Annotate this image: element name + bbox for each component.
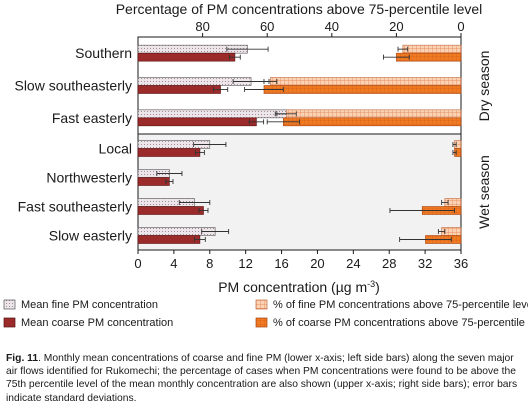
errorbar-mean-coarse xyxy=(248,119,265,125)
bottom-tick-label: 32 xyxy=(418,256,432,271)
category-label: Southern xyxy=(75,45,132,61)
top-tick-label: 40 xyxy=(325,19,339,34)
top-tick-label: 0 xyxy=(457,19,464,34)
bottom-axis-ticks: 0 4 8 12 16 20 24 28 32 36 xyxy=(134,250,468,271)
pm-concentration-chart: Percentage of PM concentrations above 75… xyxy=(3,1,528,329)
caption-text: . Monthly mean concentrations of coarse … xyxy=(6,353,518,404)
bar-pct-fine xyxy=(402,44,462,54)
bar-mean-coarse xyxy=(137,52,236,62)
legend-label-pct-fine-above: % of fine PM concentrations above 75-per… xyxy=(273,299,528,311)
bar-pct-fine xyxy=(286,109,462,119)
category-label: Slow easterly xyxy=(49,228,132,244)
bar-mean-fine xyxy=(137,109,297,119)
bar-mean-coarse xyxy=(137,117,257,127)
bottom-axis-title-suffix: ) xyxy=(375,279,380,295)
errorbar-pct-coarse xyxy=(452,150,457,155)
category-label: Slow southeasterly xyxy=(14,78,132,94)
errorbar-mean-fine xyxy=(226,46,269,52)
bottom-tick-label: 24 xyxy=(346,256,360,271)
bottom-tick-label: 0 xyxy=(134,256,141,271)
bottom-tick-label: 16 xyxy=(274,256,288,271)
errorbar-pct-fine xyxy=(263,79,278,84)
category-label: Northwesterly xyxy=(46,170,132,186)
errorbar-pct-coarse xyxy=(389,208,455,213)
errorbar-mean-coarse xyxy=(198,208,209,213)
errorbar-pct-fine xyxy=(441,200,449,205)
bottom-axis-title-main: PM concentration (µg m xyxy=(218,279,367,295)
wet-season-label: Wet season xyxy=(476,155,492,229)
errorbar-pct-coarse xyxy=(383,54,410,60)
legend: Mean fine PM concentration Mean coarse PM… xyxy=(3,299,528,329)
errorbar-pct-fine xyxy=(452,142,457,147)
bar-mean-coarse xyxy=(137,85,221,94)
legend-swatch-pct-fine-above xyxy=(255,299,268,310)
errorbar-pct-fine xyxy=(437,229,446,234)
bottom-tick-label: 12 xyxy=(238,256,252,271)
errorbar-pct-coarse xyxy=(244,87,284,92)
legend-swatch-pct-coarse-above xyxy=(255,317,268,328)
legend-label-pct-coarse-above: % of coarse PM concentrations above 75-p… xyxy=(273,317,528,329)
errorbar-pct-fine xyxy=(276,111,297,117)
bar-pct-fine xyxy=(270,77,462,86)
bar-mean-coarse xyxy=(137,177,170,186)
bottom-tick-label: 36 xyxy=(454,256,468,271)
bar-marks xyxy=(137,44,462,244)
errorbar-pct-coarse xyxy=(399,237,452,242)
category-labels: Southern Slow southeasterly Fast easterly L… xyxy=(14,45,132,243)
errorbar-mean-fine xyxy=(201,229,230,234)
legend-label-mean-fine: Mean fine PM concentration xyxy=(21,299,158,311)
errorbar-mean-coarse xyxy=(212,87,229,92)
errorbar-mean-coarse xyxy=(165,179,174,184)
legend-swatch-mean-coarse xyxy=(3,317,16,328)
dry-season-label-group: Dry season xyxy=(476,51,492,122)
bottom-tick-label: 28 xyxy=(382,256,396,271)
dry-season-label: Dry season xyxy=(476,51,492,122)
top-tick-label: 80 xyxy=(195,19,209,34)
errorbar-pct-coarse xyxy=(266,119,300,125)
bar-mean-coarse xyxy=(137,206,204,215)
top-tick-label: 60 xyxy=(260,19,274,34)
bar-pct-coarse xyxy=(283,117,462,127)
bottom-tick-label: 4 xyxy=(170,256,177,271)
legend-label-mean-coarse: Mean coarse PM concentration xyxy=(21,317,173,329)
top-tick-label: 20 xyxy=(389,19,403,34)
errorbar-pct-fine xyxy=(397,46,409,52)
wet-season-label-group: Wet season xyxy=(476,155,492,229)
errorbar-mean-fine xyxy=(178,200,211,205)
errorbar-mean-fine xyxy=(193,142,227,147)
bar-mean-coarse xyxy=(137,235,201,244)
bottom-axis-title-superscript: -3 xyxy=(367,279,375,289)
bottom-tick-label: 20 xyxy=(310,256,324,271)
figure-caption: Fig. 11. Monthly mean concentrations of … xyxy=(6,352,524,405)
errorbar-mean-coarse xyxy=(194,150,205,155)
bottom-tick-label: 8 xyxy=(206,256,213,271)
errorbar-mean-coarse xyxy=(194,237,206,242)
bar-mean-coarse xyxy=(137,148,201,157)
legend-swatch-mean-fine xyxy=(3,299,16,310)
top-axis-title: Percentage of PM concentrations above 75… xyxy=(116,1,483,17)
caption-label: Fig. 11 xyxy=(6,353,39,364)
bar-pct-coarse xyxy=(263,85,462,94)
top-axis-ticks: 80 60 40 20 0 xyxy=(195,19,465,37)
errorbar-mean-fine xyxy=(156,171,183,176)
bottom-axis-title: PM concentration (µg m-3) xyxy=(218,279,380,295)
category-label: Fast easterly xyxy=(52,110,132,126)
category-label: Local xyxy=(99,141,132,157)
category-label: Fast southeasterly xyxy=(18,199,132,215)
errorbar-mean-coarse xyxy=(229,54,241,60)
